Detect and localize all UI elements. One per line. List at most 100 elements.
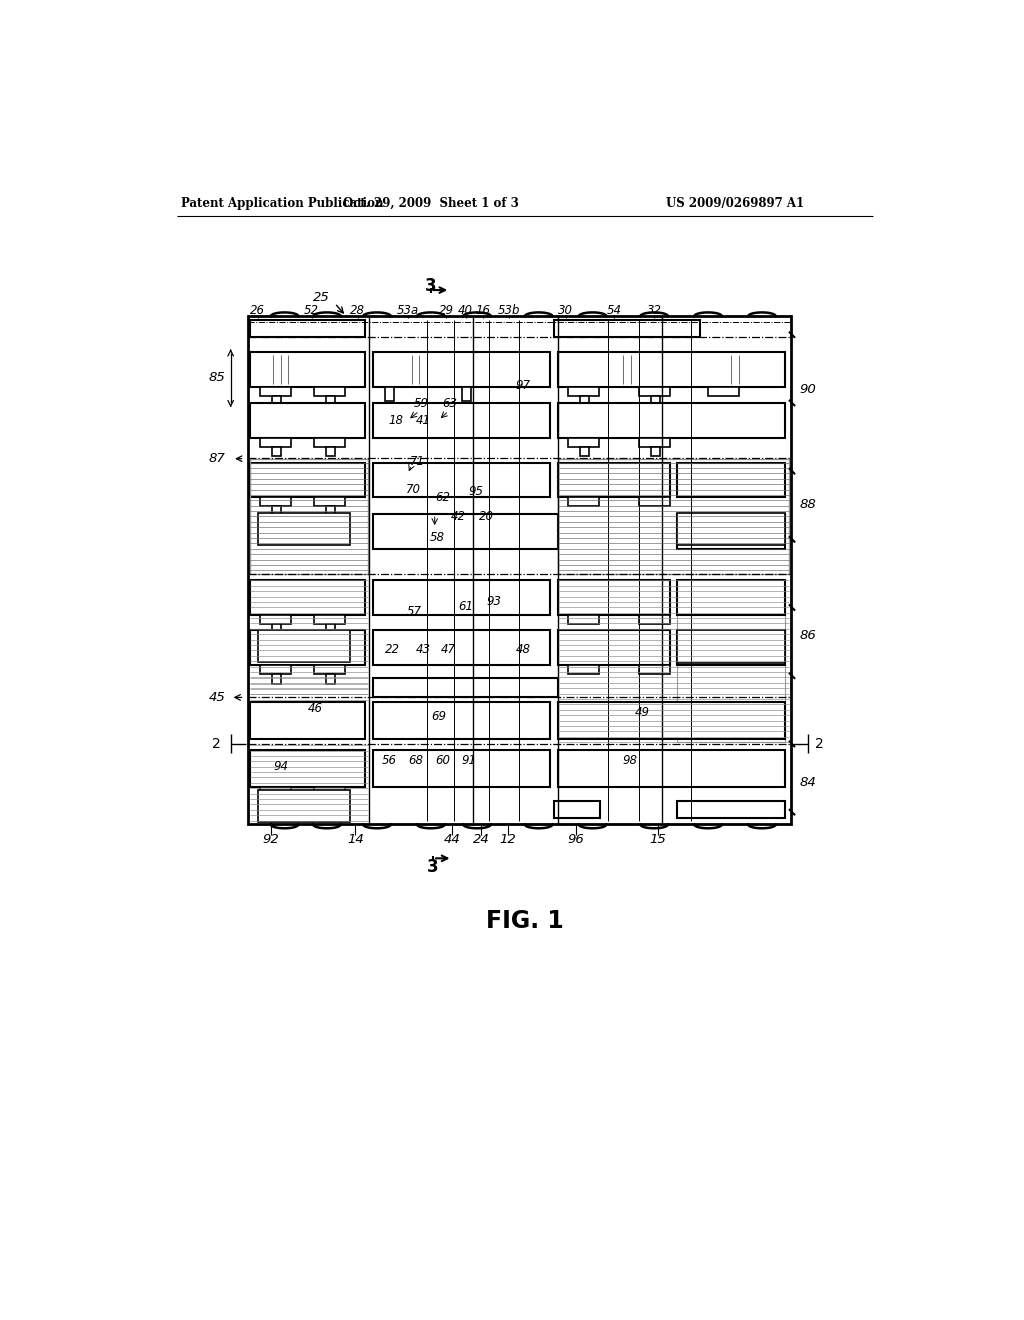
Text: 86: 86 xyxy=(800,630,816,643)
Bar xyxy=(639,665,670,675)
Text: 94: 94 xyxy=(273,760,288,774)
Bar xyxy=(272,624,282,634)
Bar xyxy=(651,396,660,405)
Bar xyxy=(554,321,700,337)
Bar xyxy=(639,615,670,624)
Bar xyxy=(639,387,670,396)
Bar xyxy=(326,447,336,457)
Bar xyxy=(558,404,785,438)
Bar xyxy=(677,631,785,663)
Text: 3: 3 xyxy=(427,858,439,875)
Text: 98: 98 xyxy=(622,754,637,767)
Text: 26: 26 xyxy=(250,304,265,317)
Bar xyxy=(260,498,291,507)
Text: 90: 90 xyxy=(800,383,816,396)
Bar xyxy=(272,507,282,516)
Text: 69: 69 xyxy=(431,710,446,723)
Text: 60: 60 xyxy=(435,754,450,767)
Bar xyxy=(677,801,785,818)
Text: 47: 47 xyxy=(441,643,456,656)
Text: 16: 16 xyxy=(476,304,490,317)
Text: 40: 40 xyxy=(458,304,473,317)
Bar xyxy=(258,512,350,545)
Text: 25: 25 xyxy=(313,290,330,304)
Bar xyxy=(313,498,345,507)
Bar xyxy=(708,387,739,396)
Text: 71: 71 xyxy=(411,454,425,467)
Text: 54: 54 xyxy=(606,304,622,317)
Bar xyxy=(568,498,599,507)
Bar xyxy=(639,498,670,507)
Bar xyxy=(313,615,345,624)
Bar xyxy=(373,750,550,787)
Bar xyxy=(581,396,590,405)
Text: 46: 46 xyxy=(308,702,323,715)
Text: 48: 48 xyxy=(516,643,530,656)
Text: 95: 95 xyxy=(468,484,483,498)
Text: 87: 87 xyxy=(209,453,225,465)
Bar xyxy=(385,387,394,401)
Bar xyxy=(581,447,590,457)
Bar xyxy=(568,438,599,447)
Bar xyxy=(260,438,291,447)
Text: 32: 32 xyxy=(647,304,662,317)
Bar xyxy=(250,321,366,337)
Bar xyxy=(260,787,291,796)
Bar xyxy=(250,352,366,387)
Text: Oct. 29, 2009  Sheet 1 of 3: Oct. 29, 2009 Sheet 1 of 3 xyxy=(343,197,519,210)
Bar xyxy=(326,624,336,634)
Text: 2: 2 xyxy=(212,737,221,751)
Bar xyxy=(250,404,366,438)
Text: 49: 49 xyxy=(635,706,650,719)
Bar xyxy=(326,796,336,805)
Bar xyxy=(651,447,660,457)
Bar xyxy=(250,631,366,665)
Text: 93: 93 xyxy=(486,594,502,607)
Bar xyxy=(250,702,366,739)
Bar xyxy=(260,387,291,396)
Text: 56: 56 xyxy=(382,754,396,767)
Bar xyxy=(258,630,350,663)
Bar xyxy=(568,665,599,675)
Text: 28: 28 xyxy=(350,304,366,317)
Bar xyxy=(272,396,282,405)
Bar xyxy=(250,462,366,498)
Bar xyxy=(250,459,368,574)
Bar xyxy=(272,447,282,457)
Text: 53a: 53a xyxy=(396,304,419,317)
Text: 41: 41 xyxy=(416,413,431,426)
Text: 12: 12 xyxy=(500,833,516,846)
Bar xyxy=(373,678,558,697)
Bar xyxy=(313,438,345,447)
Bar xyxy=(677,581,785,615)
Bar xyxy=(568,387,599,396)
Text: 58: 58 xyxy=(429,531,444,544)
Bar xyxy=(373,515,558,549)
Text: 45: 45 xyxy=(209,690,225,704)
Bar xyxy=(260,615,291,624)
Bar xyxy=(313,387,345,396)
Bar xyxy=(677,631,785,665)
Text: 18: 18 xyxy=(389,413,403,426)
Bar xyxy=(558,750,785,787)
Text: 3: 3 xyxy=(425,277,436,296)
Text: FIG. 1: FIG. 1 xyxy=(486,908,563,933)
Bar xyxy=(373,352,550,387)
Bar xyxy=(272,675,282,684)
Bar xyxy=(250,750,366,787)
Text: 68: 68 xyxy=(408,754,423,767)
Bar xyxy=(677,581,785,742)
Text: 88: 88 xyxy=(800,499,816,511)
Bar xyxy=(558,352,785,387)
Bar xyxy=(373,462,550,498)
Text: 92: 92 xyxy=(262,833,280,846)
Text: 29: 29 xyxy=(438,304,454,317)
Bar xyxy=(260,665,291,675)
Text: 70: 70 xyxy=(406,483,421,496)
Text: 63: 63 xyxy=(442,397,458,409)
Bar xyxy=(639,438,670,447)
Text: 14: 14 xyxy=(347,833,364,846)
Text: 57: 57 xyxy=(407,605,422,618)
Text: 24: 24 xyxy=(472,833,489,846)
Bar xyxy=(258,789,350,822)
